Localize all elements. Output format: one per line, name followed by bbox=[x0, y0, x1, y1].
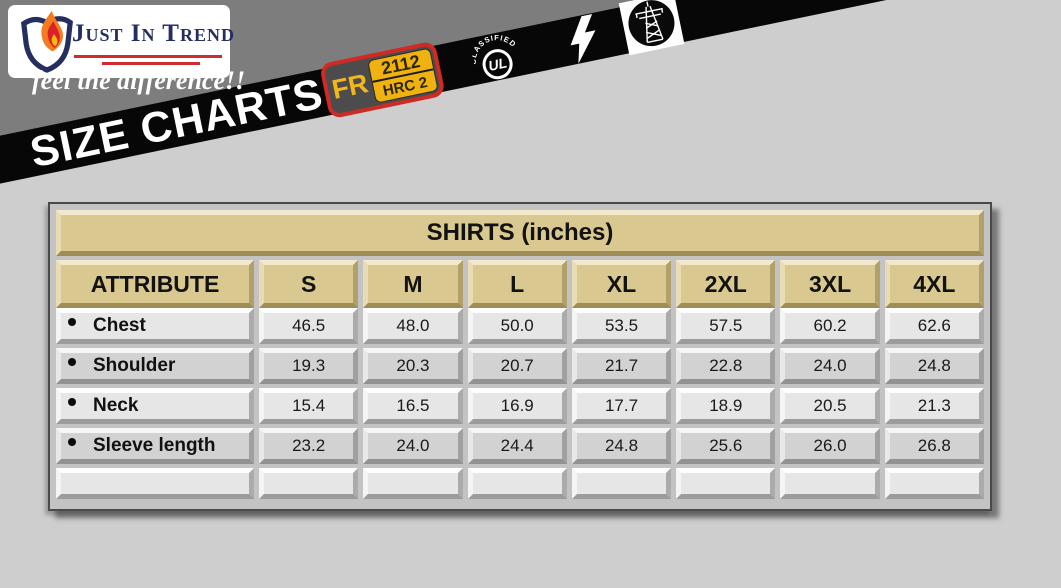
row-label: Shoulder bbox=[93, 355, 176, 376]
column-header-row: ATTRIBUTE S M L XL 2XL 3XL 4XL bbox=[56, 260, 984, 308]
value-cell: 15.4 bbox=[259, 388, 359, 424]
value-cell: 26.8 bbox=[884, 428, 984, 464]
row-label: Chest bbox=[93, 315, 146, 336]
value-cell: 48.0 bbox=[363, 308, 463, 344]
row-label-cell: Sleeve length bbox=[56, 428, 254, 464]
lightning-icon bbox=[570, 13, 596, 64]
value-cell: 24.0 bbox=[780, 348, 880, 384]
bullet-icon bbox=[68, 438, 76, 446]
size-column-header: L bbox=[467, 260, 567, 308]
size-column-header: 4XL bbox=[884, 260, 984, 308]
value-cell: 17.7 bbox=[571, 388, 672, 424]
value-cell: 20.5 bbox=[780, 388, 880, 424]
fr-rating-values: 2112 HRC 2 bbox=[367, 47, 439, 104]
empty-cell bbox=[467, 468, 567, 499]
empty-cell bbox=[571, 468, 672, 499]
empty-table-row bbox=[56, 468, 984, 499]
value-cell: 20.3 bbox=[363, 348, 463, 384]
size-chart-table: SHIRTS (inches) ATTRIBUTE S M L XL 2XL 3XL 4XL … bbox=[48, 202, 992, 511]
table-row: Sleeve length 23.2 24.0 24.4 24.8 25.6 26.0 26.… bbox=[56, 428, 984, 464]
empty-cell bbox=[780, 468, 880, 499]
table-row: Shoulder 19.3 20.3 20.7 21.7 22.8 24.0 24.8 bbox=[56, 348, 984, 384]
row-label-cell: Chest bbox=[56, 308, 254, 344]
empty-cell bbox=[363, 468, 463, 499]
value-cell: 25.6 bbox=[676, 428, 776, 464]
value-cell: 16.5 bbox=[363, 388, 463, 424]
brand-name: Just In Trend bbox=[72, 20, 235, 47]
value-cell: 21.3 bbox=[884, 388, 984, 424]
value-cell: 16.9 bbox=[467, 388, 567, 424]
size-column-header: 3XL bbox=[780, 260, 880, 308]
value-cell: 60.2 bbox=[780, 308, 880, 344]
row-label-cell: Shoulder bbox=[56, 348, 254, 384]
value-cell: 22.8 bbox=[676, 348, 776, 384]
table-row: Chest 46.5 48.0 50.0 53.5 57.5 60.2 62.6 bbox=[56, 308, 984, 344]
table-title-row: SHIRTS (inches) bbox=[56, 210, 984, 256]
transmission-tower-icon bbox=[618, 0, 685, 56]
value-cell: 24.4 bbox=[467, 428, 567, 464]
size-column-header: S bbox=[259, 260, 359, 308]
logo-underline-1 bbox=[74, 55, 222, 58]
value-cell: 21.7 bbox=[571, 348, 672, 384]
value-cell: 23.2 bbox=[259, 428, 359, 464]
value-cell: 20.7 bbox=[467, 348, 567, 384]
logo-underline-2 bbox=[102, 62, 200, 65]
value-cell: 62.6 bbox=[884, 308, 984, 344]
empty-cell bbox=[56, 468, 254, 499]
table-row: Neck 15.4 16.5 16.9 17.7 18.9 20.5 21.3 bbox=[56, 388, 984, 424]
ul-classified-icon: CLASSIFIED UL bbox=[469, 29, 521, 80]
value-cell: 18.9 bbox=[676, 388, 776, 424]
size-column-header: 2XL bbox=[676, 260, 776, 308]
bullet-icon bbox=[68, 398, 76, 406]
brand-tagline: feel the difference!! bbox=[32, 66, 246, 95]
value-cell: 26.0 bbox=[780, 428, 880, 464]
value-cell: 24.8 bbox=[571, 428, 672, 464]
row-label: Neck bbox=[93, 395, 139, 416]
value-cell: 19.3 bbox=[259, 348, 359, 384]
bullet-icon bbox=[68, 358, 76, 366]
value-cell: 57.5 bbox=[676, 308, 776, 344]
value-cell: 53.5 bbox=[571, 308, 672, 344]
attribute-column-header: ATTRIBUTE bbox=[56, 260, 254, 308]
empty-cell bbox=[676, 468, 776, 499]
bullet-icon bbox=[68, 318, 76, 326]
empty-cell bbox=[259, 468, 359, 499]
value-cell: 24.8 bbox=[884, 348, 984, 384]
row-label: Sleeve length bbox=[93, 435, 216, 456]
value-cell: 50.0 bbox=[467, 308, 567, 344]
value-cell: 24.0 bbox=[363, 428, 463, 464]
diagonal-banner: SIZE CHARTS FR 2112 HRC 2 CLASSIFIED UL bbox=[0, 0, 1061, 195]
value-cell: 46.5 bbox=[259, 308, 359, 344]
table-title: SHIRTS (inches) bbox=[56, 210, 984, 256]
brand-logo: Just In Trend bbox=[8, 5, 235, 78]
ul-mark-text: UL bbox=[487, 54, 509, 73]
row-label-cell: Neck bbox=[56, 388, 254, 424]
empty-cell bbox=[884, 468, 984, 499]
shield-flame-icon bbox=[21, 10, 73, 73]
size-column-header: M bbox=[363, 260, 463, 308]
size-column-header: XL bbox=[571, 260, 672, 308]
